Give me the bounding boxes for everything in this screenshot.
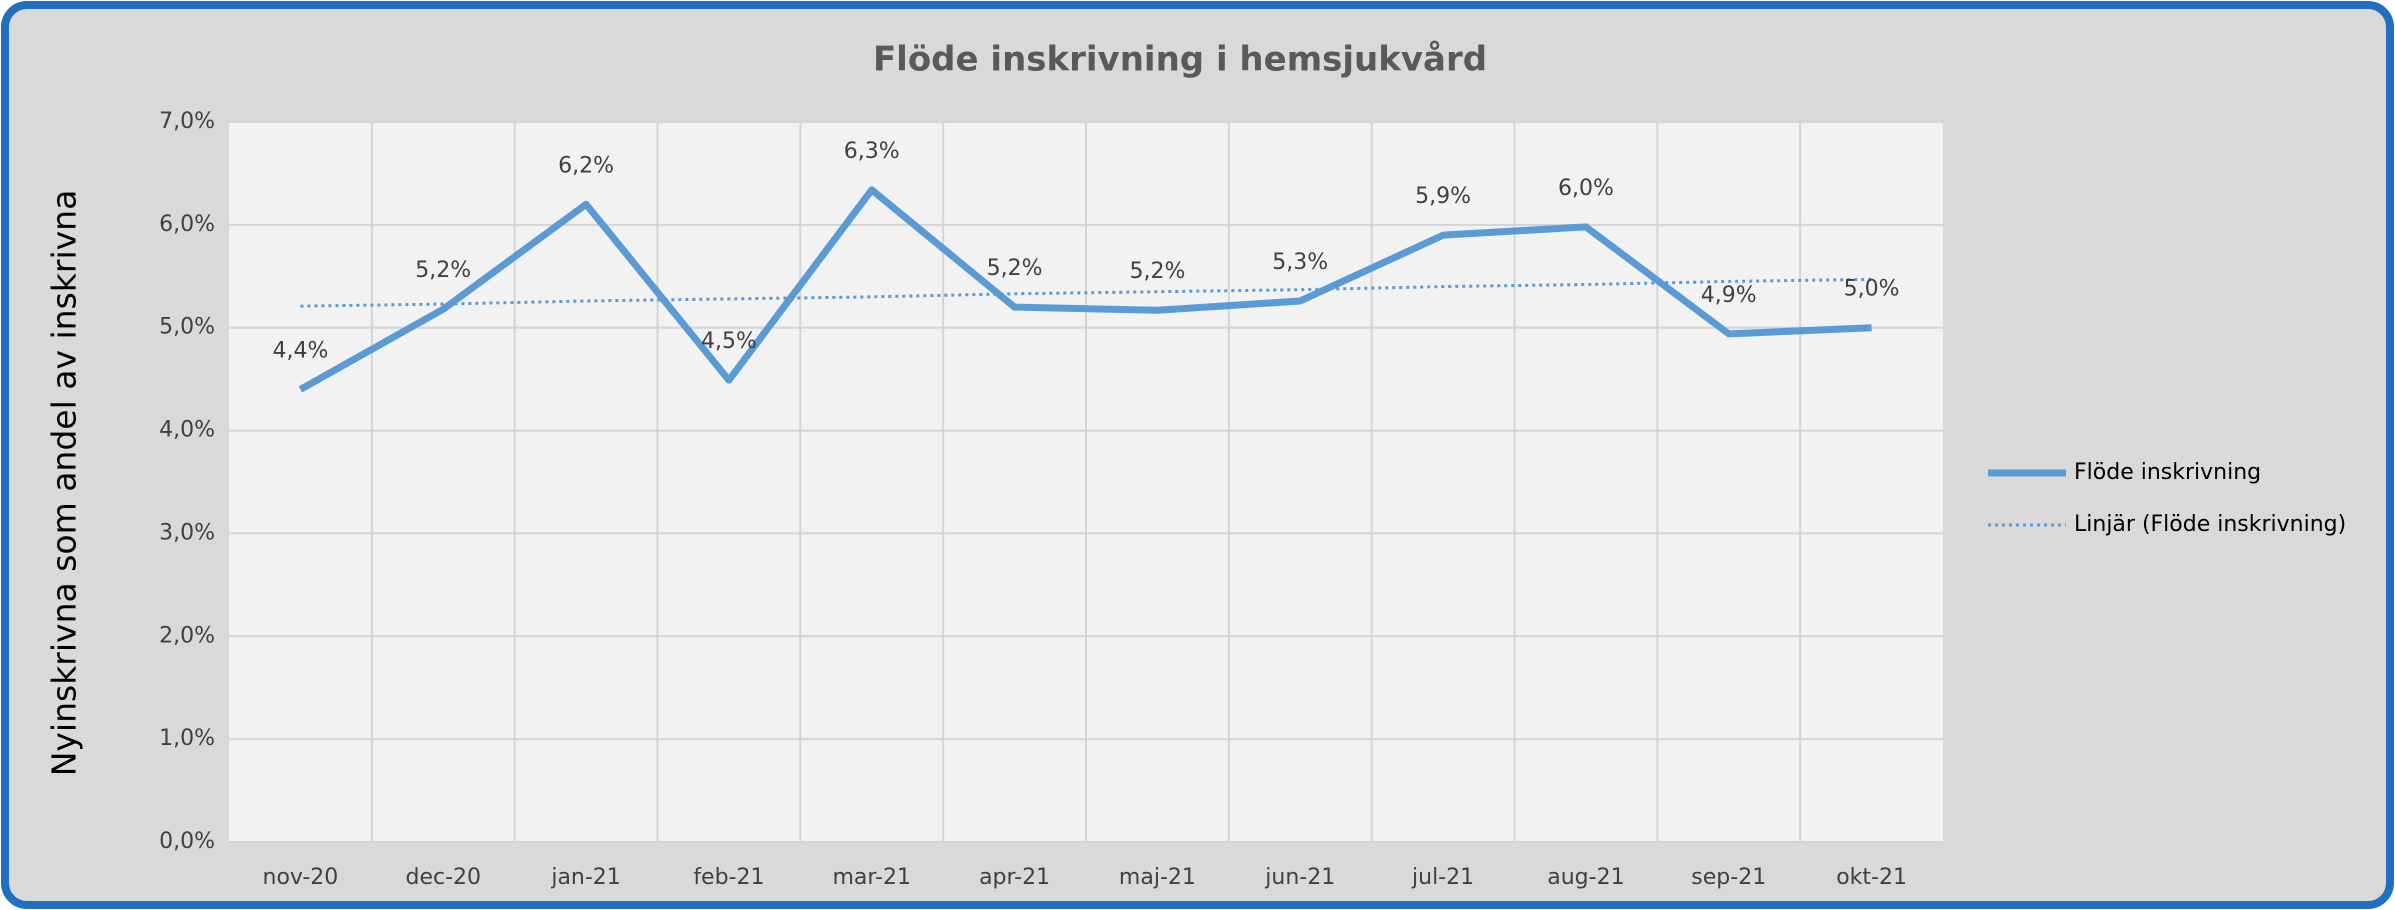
y-tick-label: 3,0% — [159, 520, 215, 545]
x-tick-label: feb-21 — [693, 865, 764, 890]
chart-title: Flöde inskrivning i hemsjukvård — [873, 40, 1487, 80]
y-tick-label: 6,0% — [159, 212, 215, 237]
x-tick-label: okt-21 — [1836, 865, 1907, 890]
y-tick-label: 2,0% — [159, 623, 215, 648]
x-tick-label: mar-21 — [833, 865, 911, 890]
x-tick-label: sep-21 — [1691, 865, 1766, 890]
y-tick-label: 7,0% — [159, 109, 215, 134]
x-tick-label: nov-20 — [263, 865, 339, 890]
y-tick-label: 1,0% — [159, 726, 215, 751]
y-tick-label: 4,0% — [159, 418, 215, 443]
x-tick-label: apr-21 — [979, 865, 1050, 890]
data-label: 4,4% — [272, 338, 328, 363]
series-line — [298, 186, 1872, 393]
legend-label: Flöde inskrivning — [2074, 460, 2261, 485]
y-tick-label: 5,0% — [159, 315, 215, 340]
y-tick-label: 0,0% — [159, 829, 215, 854]
data-label: 6,0% — [1558, 176, 1614, 201]
x-tick-label: jan-21 — [550, 865, 620, 890]
data-label: 5,2% — [1129, 259, 1185, 284]
data-label: 6,2% — [558, 153, 614, 178]
x-tick-label: maj-21 — [1119, 865, 1196, 890]
x-tick-label: jun-21 — [1264, 865, 1335, 890]
x-tick-label: jul-21 — [1411, 865, 1474, 890]
x-tick-label: aug-21 — [1547, 865, 1624, 890]
y-axis-title: Nyinskrivna som andel av inskrivna — [45, 190, 84, 777]
data-label: 5,0% — [1844, 277, 1900, 302]
data-label: 5,3% — [1272, 250, 1328, 275]
trend-line — [300, 277, 1872, 308]
x-tick-label: dec-20 — [405, 865, 481, 890]
data-label: 5,2% — [987, 256, 1043, 281]
legend-label: Linjär (Flöde inskrivning) — [2074, 512, 2346, 537]
data-label: 4,5% — [701, 329, 757, 354]
data-label: 6,3% — [844, 139, 900, 164]
data-label: 5,2% — [415, 258, 471, 283]
data-label: 4,9% — [1701, 283, 1757, 308]
data-label: 5,9% — [1415, 184, 1471, 209]
